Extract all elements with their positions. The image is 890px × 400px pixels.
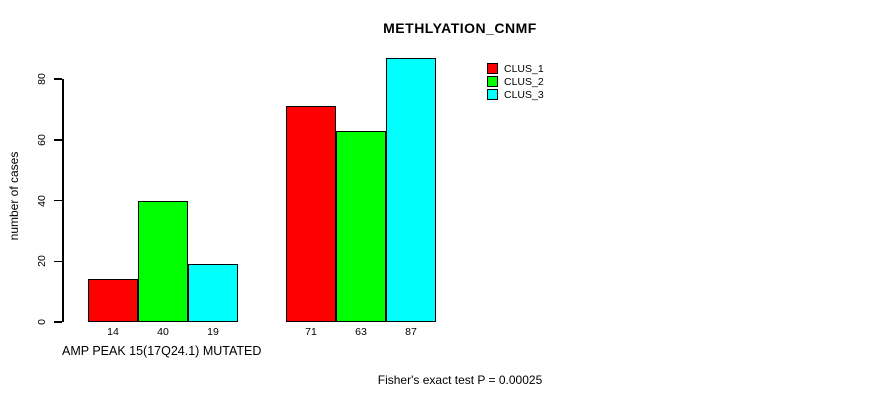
legend-swatch-icon bbox=[487, 63, 498, 74]
legend: CLUS_1 CLUS_2 CLUS_3 bbox=[487, 62, 544, 101]
bar-value-label: 71 bbox=[305, 326, 317, 338]
bar-clus_1-group1 bbox=[88, 279, 138, 322]
bar-clus_2-group1 bbox=[138, 200, 188, 322]
y-tick-label: 60 bbox=[36, 133, 48, 146]
legend-item-clus_3: CLUS_3 bbox=[487, 88, 544, 101]
y-axis-line bbox=[62, 79, 64, 322]
fisher-test-annotation: Fisher's exact test P = 0.00025 bbox=[377, 373, 543, 387]
bar-value-label: 40 bbox=[157, 326, 169, 338]
legend-item-clus_2: CLUS_2 bbox=[487, 75, 544, 88]
bar-clus_1-group2 bbox=[286, 106, 336, 322]
legend-swatch-icon bbox=[487, 76, 498, 87]
bar-clus_3-group1 bbox=[188, 264, 238, 322]
x-axis-label: AMP PEAK 15(17Q24.1) MUTATED bbox=[62, 344, 262, 358]
y-tick-label: 80 bbox=[36, 73, 48, 85]
y-axis-label: number of cases bbox=[7, 151, 21, 241]
y-tick-label: 0 bbox=[36, 319, 48, 325]
bar-value-label: 14 bbox=[107, 326, 119, 338]
bar-value-label: 19 bbox=[207, 326, 219, 338]
legend-swatch-icon bbox=[487, 89, 498, 100]
legend-label: CLUS_2 bbox=[504, 75, 544, 88]
bar-clus_2-group2 bbox=[336, 130, 386, 322]
y-tick-mark bbox=[54, 199, 62, 202]
bar-clus_3-group2 bbox=[386, 57, 436, 322]
bar-value-label: 63 bbox=[355, 326, 367, 338]
y-tick-label: 40 bbox=[36, 194, 48, 207]
legend-label: CLUS_3 bbox=[504, 88, 544, 101]
y-tick-mark bbox=[54, 260, 62, 262]
chart-title: METHLYATION_CNMF bbox=[383, 20, 537, 36]
y-tick-label: 20 bbox=[36, 255, 48, 268]
y-tick-mark bbox=[54, 321, 62, 323]
y-tick-mark bbox=[54, 78, 62, 80]
legend-item-clus_1: CLUS_1 bbox=[487, 62, 544, 75]
y-tick-mark bbox=[54, 139, 62, 141]
bar-value-label: 87 bbox=[405, 326, 417, 338]
legend-label: CLUS_1 bbox=[504, 62, 544, 75]
